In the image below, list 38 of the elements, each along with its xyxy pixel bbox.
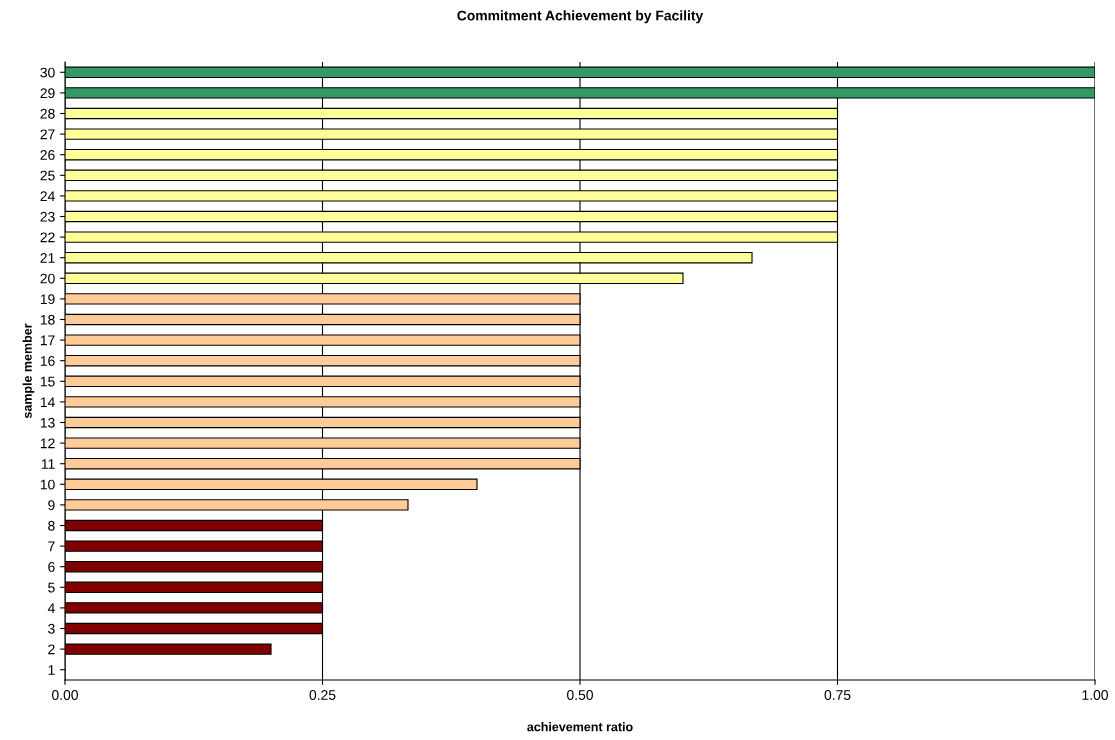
y-tick-label: 6	[48, 562, 55, 572]
x-tick-label: 0.00	[52, 690, 78, 700]
y-tick-label: 16	[40, 356, 55, 366]
y-tick-label: 7	[48, 541, 55, 552]
y-tick-label: 22	[40, 232, 55, 243]
x-tick-label: 0.75	[824, 690, 851, 700]
y-tick-label: 8	[48, 520, 55, 531]
y-axis-title: sample member	[22, 323, 35, 419]
y-tick-label: 20	[40, 273, 55, 284]
y-tick-label: 23	[40, 211, 55, 222]
y-tick-label: 14	[40, 397, 55, 407]
y-tick-label: 18	[40, 314, 55, 325]
y-tick-label: 24	[40, 191, 55, 201]
y-tick-label: 2	[48, 644, 55, 655]
y-tick-label: 30	[40, 67, 55, 78]
y-tick-label: 29	[40, 88, 55, 99]
x-axis-title: achievement ratio	[527, 722, 633, 732]
y-tick-label: 26	[40, 150, 55, 160]
y-tick-label: 13	[40, 417, 55, 428]
y-tick-label: 15	[40, 376, 55, 387]
x-tick-label: 0.50	[567, 690, 593, 700]
y-tick-label: 5	[48, 582, 55, 593]
y-tick-label: 4	[47, 603, 55, 613]
y-tick-label: 17	[40, 335, 55, 346]
x-tick-label: 1.00	[1082, 690, 1108, 700]
y-tick-label: 3	[48, 623, 55, 634]
y-tick-label: 1	[48, 665, 55, 675]
chart-title: Commitment Achievement by Facility	[457, 10, 704, 24]
y-tick-label: 10	[40, 479, 55, 490]
x-tick-label: 0.25	[309, 690, 336, 700]
y-tick-label: 9	[48, 500, 55, 511]
y-tick-label: 27	[40, 129, 55, 140]
y-tick-label: 11	[41, 459, 55, 469]
y-tick-label: 19	[40, 294, 55, 305]
y-tick-label: 25	[40, 170, 55, 181]
y-tick-label: 12	[40, 438, 55, 449]
y-tick-label: 21	[40, 253, 55, 263]
y-tick-label: 28	[40, 108, 55, 119]
